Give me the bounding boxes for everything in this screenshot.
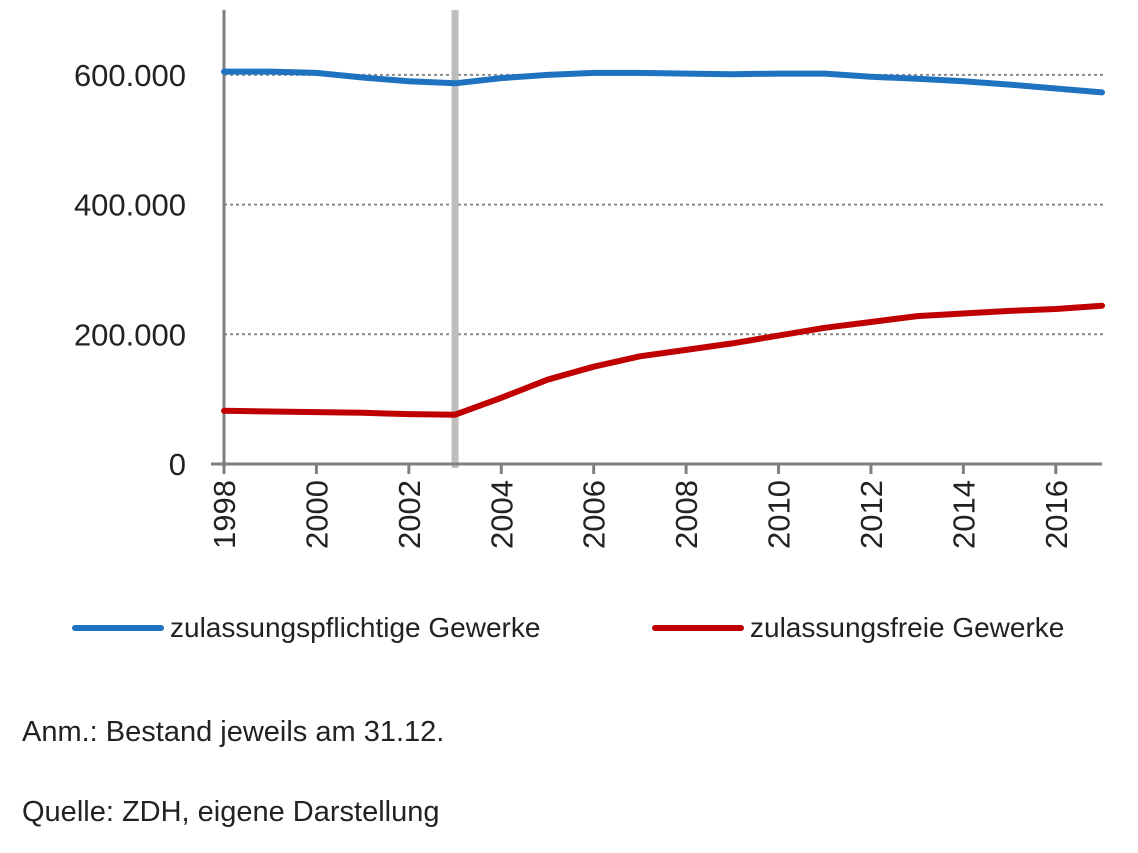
legend: zulassungspflichtige Gewerke zulassungsf… [0, 612, 1138, 662]
x-tick-label: 2002 [392, 480, 427, 549]
series-line-1 [221, 68, 1105, 96]
legend-swatch-series-1 [72, 625, 164, 631]
x-tick-label: 2000 [299, 480, 334, 549]
line-chart: 0 200.000 400.000 600.000 1998 2000 2002 2004 2… [74, 10, 1105, 549]
x-tick-labels: 1998 2000 2002 2004 2006 2008 2010 2012 2014 2016 [207, 480, 1074, 549]
note-quelle: Quelle: ZDH, eigene Darstellung [22, 796, 440, 828]
note-anm: Anm.: Bestand jeweils am 31.12. [22, 716, 445, 748]
x-tick-label: 2008 [669, 480, 704, 549]
legend-label-series-1: zulassungspflichtige Gewerke [170, 612, 541, 643]
gridlines [224, 73, 1104, 336]
y-tick-label: 600.000 [74, 58, 186, 93]
x-tick-label: 1998 [207, 480, 242, 549]
axes [211, 10, 1102, 474]
x-tick-label: 2012 [854, 480, 889, 549]
series-line-2 [221, 302, 1105, 418]
x-tick-label: 2006 [577, 480, 612, 549]
legend-item-series-1: zulassungspflichtige Gewerke [72, 612, 540, 644]
legend-swatch-series-2 [652, 625, 744, 631]
y-tick-label: 200.000 [74, 317, 186, 352]
legend-label-series-2: zulassungsfreie Gewerke [750, 612, 1065, 643]
series-layer [221, 68, 1105, 418]
y-tick-labels: 0 200.000 400.000 600.000 [74, 58, 186, 482]
y-tick-label: 0 [169, 447, 186, 482]
x-tick-label: 2014 [946, 480, 981, 549]
legend-item-series-2: zulassungsfreie Gewerke [652, 612, 1064, 644]
x-tick-label: 2010 [762, 480, 797, 549]
x-tick-label: 2016 [1039, 480, 1074, 549]
x-tick-label: 2004 [484, 480, 519, 549]
y-tick-label: 400.000 [74, 188, 186, 223]
